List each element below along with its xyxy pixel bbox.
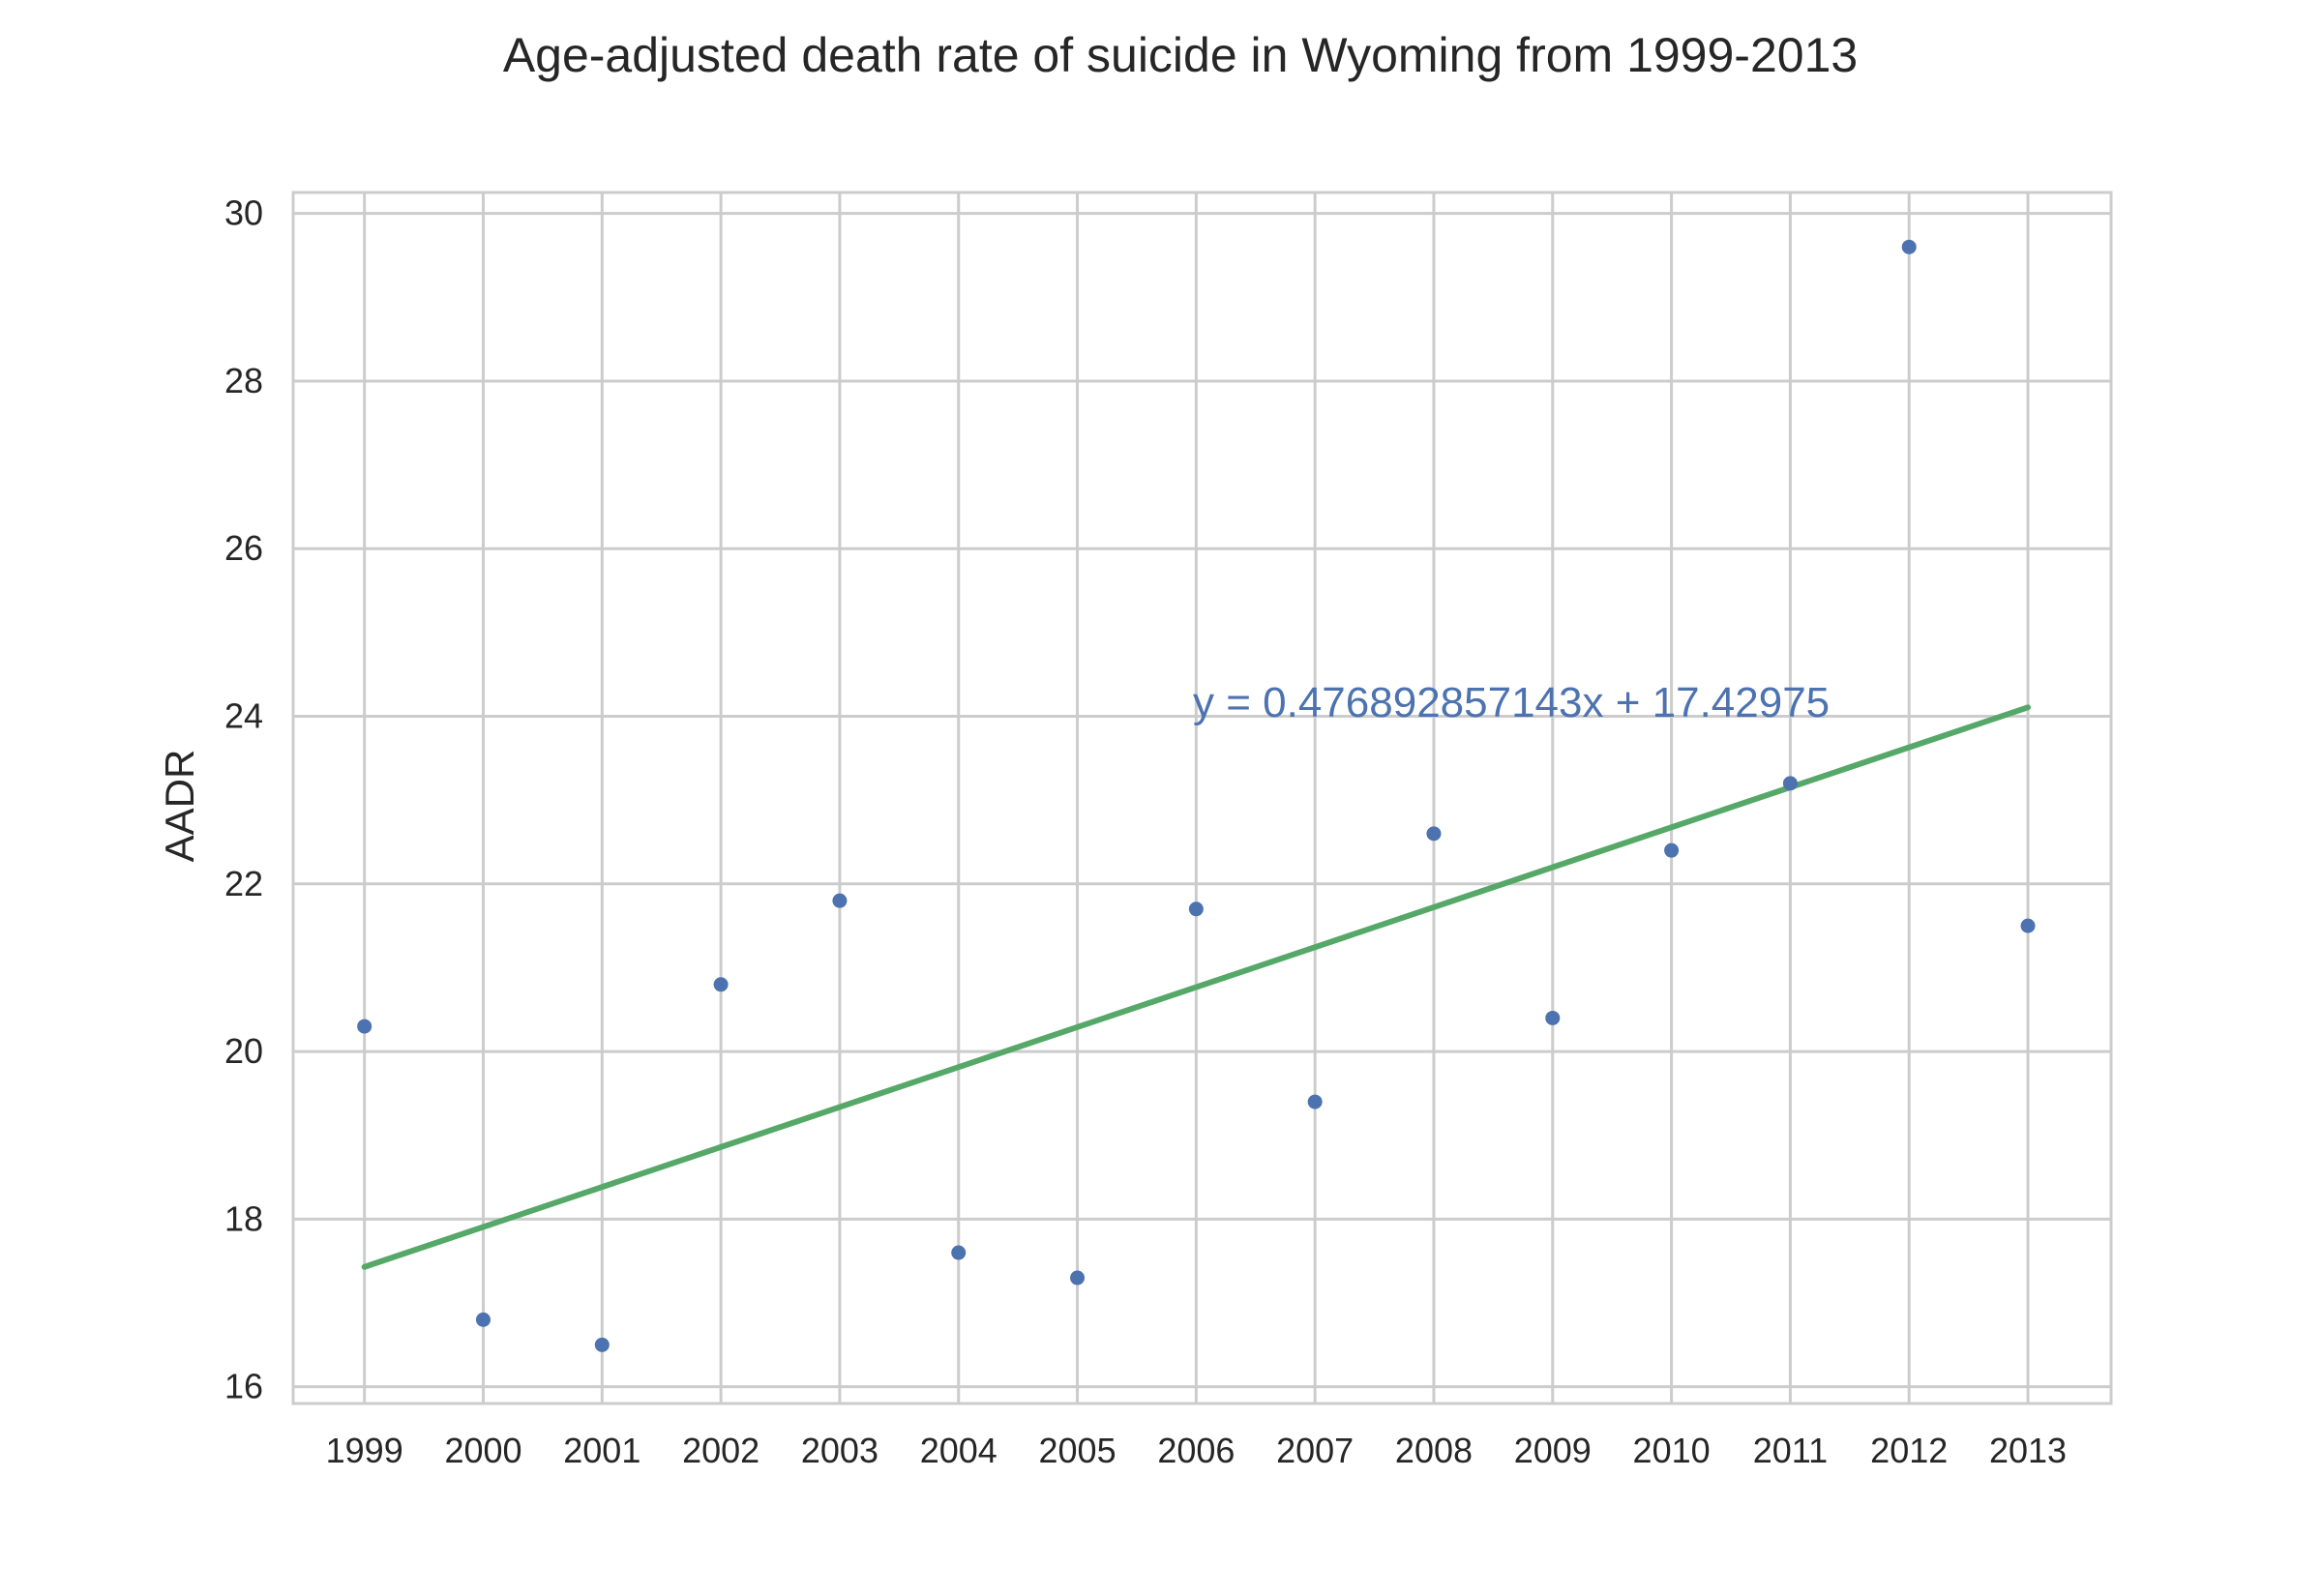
data-point (713, 977, 729, 992)
data-point (1307, 1094, 1323, 1109)
y-tick-label: 26 (224, 528, 263, 568)
trendline-equation: y = 0.476892857143x + 17.42975 (1193, 679, 1830, 726)
x-tick-label: 2010 (1633, 1431, 1711, 1470)
y-tick-label: 22 (224, 864, 263, 903)
y-tick-label: 24 (224, 696, 263, 736)
x-tick-labels: 1999 2000 2001 2002 2003 2004 2005 2006 2007 2008… (326, 1431, 2067, 1470)
x-tick-label: 2012 (1870, 1431, 1948, 1470)
x-tick-label: 2001 (563, 1431, 640, 1470)
data-point (951, 1245, 967, 1260)
data-point (1188, 901, 1204, 917)
x-tick-label: 2013 (1989, 1431, 2067, 1470)
chart-title: Age-adjusted death rate of suicide in Wy… (503, 28, 1858, 82)
data-point (1664, 842, 1680, 858)
x-tick-label: 2003 (801, 1431, 878, 1470)
data-point (594, 1337, 610, 1352)
data-point (832, 893, 848, 908)
y-tick-label: 28 (224, 361, 263, 400)
trendline (361, 704, 2032, 1270)
trendline-layer (361, 704, 2032, 1270)
data-point (1070, 1270, 1086, 1286)
grid-lines (293, 192, 2111, 1404)
x-tick-label: 1999 (326, 1431, 403, 1470)
data-point (357, 1019, 372, 1034)
x-tick-label: 2006 (1157, 1431, 1235, 1470)
data-point (1426, 826, 1442, 842)
y-tick-label: 30 (224, 193, 263, 233)
data-point (2020, 918, 2036, 933)
x-tick-label: 2009 (1514, 1431, 1592, 1470)
y-tick-label: 16 (224, 1367, 263, 1406)
y-axis-label: AADR (157, 750, 202, 863)
x-tick-label: 2000 (444, 1431, 521, 1470)
x-tick-label: 2008 (1395, 1431, 1473, 1470)
y-tick-label: 20 (224, 1031, 263, 1071)
data-point (1782, 776, 1798, 791)
x-tick-label: 2011 (1753, 1431, 1828, 1470)
data-points (357, 239, 2036, 1352)
y-tick-label: 18 (224, 1198, 263, 1238)
x-tick-label: 2005 (1039, 1431, 1116, 1470)
y-tick-labels: 16 18 20 22 24 26 28 30 (224, 193, 263, 1406)
data-point (1901, 239, 1917, 254)
x-tick-label: 2004 (920, 1431, 997, 1470)
x-tick-label: 2007 (1276, 1431, 1354, 1470)
data-point (1545, 1010, 1561, 1025)
data-point (475, 1312, 491, 1327)
x-tick-label: 2002 (682, 1431, 759, 1470)
plot-frame (291, 191, 2113, 1405)
